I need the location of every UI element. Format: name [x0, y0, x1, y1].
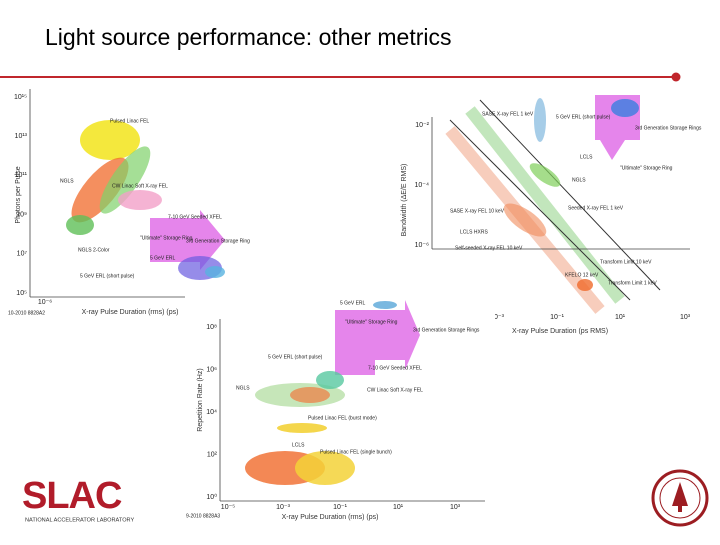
- figure-code: 10-2010 8828A2: [8, 310, 45, 316]
- blob: [205, 266, 225, 278]
- region-label: LCLS HXRS: [460, 229, 488, 235]
- blob: [277, 423, 327, 433]
- x-tick-label: 10⁻¹: [550, 314, 564, 321]
- y-tick-label: 10⁰: [206, 493, 217, 501]
- blob: [80, 120, 140, 160]
- region-label: 5 GeV ERL (short pulse): [556, 114, 611, 120]
- x-tick-label: 10⁻³: [490, 314, 504, 321]
- region-label: KFELO 12 keV: [565, 272, 599, 278]
- blob: [290, 387, 330, 403]
- region-label: 3rd Generation Storage Ring: [186, 238, 250, 244]
- blob: [529, 163, 561, 187]
- x-tick-label: 10³: [680, 314, 691, 321]
- y-tick-label: 10⁻²: [415, 122, 429, 129]
- region-label: Pulsed Linac FEL (burst mode): [308, 415, 377, 421]
- slide-title: Light source performance: other metrics: [45, 24, 452, 50]
- blob: [66, 215, 94, 235]
- region-label: "Ultimate" Storage Ring: [140, 235, 193, 241]
- y-tick-label: 10⁷: [17, 251, 28, 258]
- blob: [577, 279, 593, 291]
- x-axis-label: X-ray Pulse Duration (ps RMS): [512, 328, 608, 335]
- x-tick-label: 10⁻⁶: [38, 299, 52, 306]
- region-label: Transform Limit 1 keV: [608, 280, 657, 286]
- blob: [534, 98, 546, 142]
- blob: [503, 203, 547, 237]
- arrow: [150, 210, 225, 270]
- y-axis-label: Photons per Pulse: [15, 166, 22, 223]
- y-tick-label: 10¹³: [15, 133, 28, 140]
- region-label: NGLS: [60, 178, 74, 184]
- seal-ring: [659, 477, 701, 519]
- transform-limit: [449, 119, 631, 301]
- y-axis-label: Bandwidth (ΔE/E RMS): [401, 164, 408, 237]
- y-tick-label: 10⁻⁶: [415, 242, 429, 249]
- region-label: 5 GeV ERL (short pulse): [80, 273, 135, 279]
- arrow: [335, 300, 420, 375]
- y-tick-label: 10⁶: [206, 366, 217, 373]
- region-label: SASE X-ray FEL 10 keV: [450, 208, 505, 214]
- x-tick-label: 10³: [450, 504, 461, 511]
- blob: [611, 99, 639, 117]
- region-label: CW Linac Soft X-ray FEL: [112, 183, 168, 189]
- y-tick-label: 10⁻⁴: [415, 182, 430, 189]
- figure-code: 9-2010 8828A3: [186, 513, 220, 519]
- y-tick-label: 10¹¹: [15, 172, 28, 179]
- region-label: "Ultimate" Storage Ring: [620, 165, 673, 171]
- region-label: "Ultimate" Storage Ring: [345, 319, 398, 325]
- y-tick-label: 10⁴: [206, 409, 217, 416]
- blob: [118, 190, 162, 210]
- y-tick-label: 10²: [207, 451, 218, 458]
- region-label: Self-seeded X-ray FEL 10 keV: [455, 245, 523, 251]
- blob: [373, 301, 397, 309]
- title-rule-dot: [671, 72, 681, 82]
- region-label: NGLS: [572, 177, 586, 183]
- y-tick-label: 10⁵: [16, 290, 27, 297]
- region-label: 5 GeV ERL: [150, 255, 176, 261]
- y-tick-label: 10⁸: [206, 324, 217, 331]
- region-label: 5 GeV ERL: [340, 300, 366, 306]
- blob: [99, 146, 151, 214]
- x-axis-label: X-ray Pulse Duration (rms) (ps): [82, 309, 179, 316]
- region-label: LCLS: [580, 154, 593, 160]
- transform-limit: [479, 99, 661, 291]
- x-tick-label: 10⁻⁵: [221, 504, 235, 511]
- region-label: NGLS: [236, 385, 250, 391]
- panel-2: 10⁻² 10⁻⁴ 10⁻⁶ 10⁻³ 10⁻¹ 10¹ 10³ X-ray Pulse Du…: [401, 95, 702, 335]
- y-tick-label: 10⁹: [16, 211, 27, 218]
- x-axis-label: X-ray Pulse Duration (rms) (ps): [282, 514, 379, 521]
- blob: [295, 451, 355, 485]
- region-label: Pulsed Linac FEL (single bunch): [320, 449, 392, 455]
- region-label: SASE X-ray FEL 1 keV: [482, 111, 534, 117]
- region-label: CW Linac Soft X-ray FEL: [367, 387, 423, 393]
- y-axis-label: Repetition Rate (Hz): [197, 368, 204, 431]
- logo-name: SLAC: [22, 475, 122, 517]
- y-tick-label: 10¹⁵: [14, 94, 27, 101]
- region-label: NGLS 2-Color: [78, 247, 110, 253]
- blob: [316, 371, 344, 389]
- x-tick-label: 10⁻¹: [333, 504, 347, 511]
- region-label: Transform Limit 10 keV: [600, 259, 652, 265]
- region-label: LCLS: [292, 442, 305, 448]
- band: [465, 106, 625, 304]
- x-tick-label: 10⁻³: [276, 504, 290, 511]
- logo-subtitle: NATIONAL ACCELERATOR LABORATORY: [25, 517, 134, 523]
- seal-tree: [672, 482, 688, 512]
- panel-1: 10¹⁵ 10¹³ 10¹¹ 10⁹ 10⁷ 10⁵ 10⁻⁶ X-ray Pulse Dur…: [8, 89, 250, 316]
- region-label: 3rd Generation Storage Rings: [635, 125, 702, 131]
- region-label: Pulsed Linac FEL: [110, 118, 149, 124]
- region-label: 7-10 GeV Seeded XFEL: [368, 365, 422, 371]
- panel-3: 10⁸ 10⁶ 10⁴ 10² 10⁰ 10⁻⁵ 10⁻³ 10⁻¹ 10¹ 10³ X-ray P…: [185, 286, 495, 526]
- x-tick-label: 10¹: [615, 314, 626, 321]
- region-label: Seeded X-ray FEL 1 keV: [568, 205, 624, 211]
- region-label: 5 GeV ERL (short pulse): [268, 354, 323, 360]
- x-tick-label: 10¹: [393, 504, 404, 511]
- region-label: 7-10 GeV Seeded XFEL: [168, 214, 222, 220]
- region-label: 3rd Generation Storage Rings: [413, 327, 480, 333]
